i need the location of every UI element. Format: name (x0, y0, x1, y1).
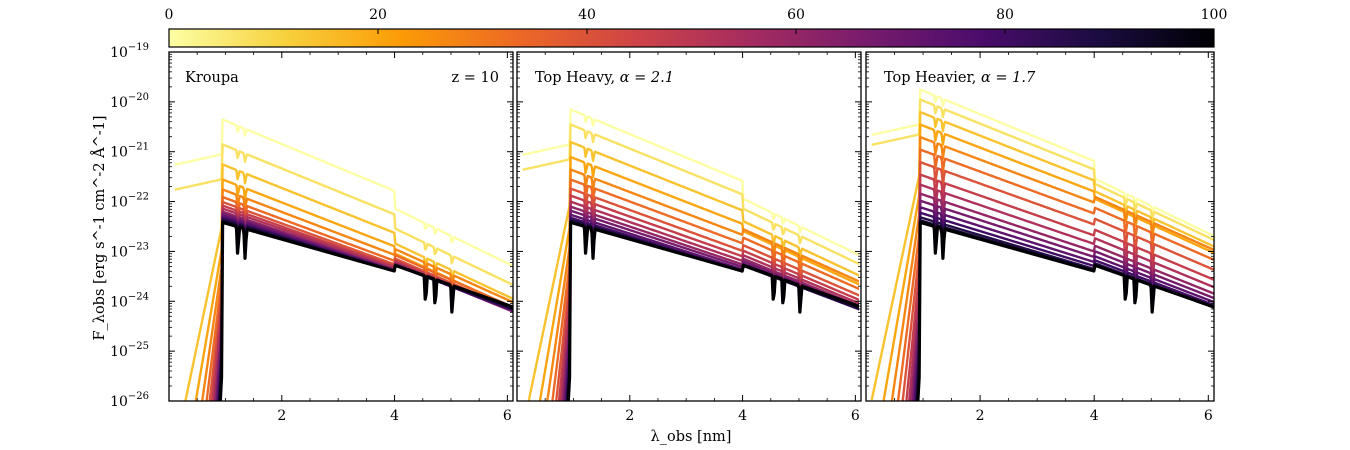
x-axis-label: λ_obs [nm] (651, 429, 732, 445)
series-line (527, 140, 859, 401)
series-line (561, 205, 859, 401)
y-tick-label: 10−25 (110, 341, 149, 360)
colorbar-tick-label: 60 (787, 7, 805, 23)
series-line (871, 88, 1214, 238)
series-line (215, 212, 513, 401)
x-tick-label: 6 (503, 408, 512, 424)
series-line (554, 187, 859, 401)
panel-title-kroupa: Kroupa (185, 70, 239, 86)
series-line (557, 194, 859, 401)
y-tick-label: 10−19 (110, 42, 149, 61)
x-tick-label: 4 (738, 408, 747, 424)
colorbar-ticks: 0 20 40 60 80 100 (165, 7, 1228, 34)
redshift-label: z = 10 (452, 70, 499, 86)
colorbar-tick-label: 40 (578, 7, 596, 23)
colorbar: 0 20 40 60 80 100 (165, 7, 1228, 48)
x-tick-label: 6 (1204, 408, 1213, 424)
series-line (212, 207, 513, 401)
colorbar-tick-label: 0 (165, 7, 174, 23)
panel-top-heavier: 2 4 6 (865, 51, 1215, 424)
y-tick-label: 10−21 (110, 142, 149, 161)
series-line (565, 218, 859, 401)
axes-frame (168, 51, 514, 402)
series-line (538, 155, 859, 401)
y-tick-label: 10−26 (110, 391, 149, 410)
series-line (522, 108, 859, 257)
colorbar-gradient (168, 28, 1215, 48)
x-tick-label: 4 (390, 408, 399, 424)
series-line (901, 160, 1214, 401)
x-tick-label: 4 (1090, 408, 1099, 424)
series-line (910, 192, 1214, 401)
axes-frame (865, 51, 1215, 402)
y-tick-labels: 10−19 10−20 10−21 10−22 10−23 10−24 10−25 10−26 (110, 42, 149, 410)
panel-title-top-heavy-alpha: α = 2.1 (620, 70, 674, 86)
series-line (870, 110, 1214, 401)
series-line (184, 163, 513, 401)
series-line (205, 195, 513, 401)
x-tick-label: 2 (625, 408, 634, 424)
y-tick-label: 10−23 (110, 241, 149, 260)
axes-frame (516, 51, 862, 402)
colorbar-tick-label: 80 (996, 7, 1014, 23)
series-group (174, 118, 513, 401)
series-group (522, 108, 859, 401)
series-group (870, 88, 1214, 401)
series-line (871, 98, 1214, 242)
panel-title-top-heavy-main: Top Heavy, (535, 70, 620, 86)
series-line (907, 183, 1214, 401)
panel-title-top-heavier-main: Top Heavier, (884, 70, 981, 86)
series-line (551, 178, 859, 401)
series-line (911, 199, 1214, 401)
series-line (218, 220, 513, 401)
panel-title-top-heavy: Top Heavy, α = 2.1 (535, 70, 674, 86)
series-line (208, 200, 513, 401)
panel-title-top-heavier: Top Heavier, α = 1.7 (884, 70, 1036, 86)
series-line (913, 206, 1214, 401)
colorbar-tick-label: 20 (369, 7, 387, 23)
series-line (522, 123, 859, 266)
series-line (546, 168, 859, 401)
panel-title-top-heavier-alpha: α = 1.7 (981, 70, 1036, 86)
series-line (882, 123, 1214, 401)
series-line (916, 220, 1214, 401)
y-tick-label: 10−22 (110, 192, 149, 211)
series-line (890, 135, 1214, 401)
y-tick-label: 10−24 (110, 291, 149, 310)
y-axis-label: F_λobs [erg s^-1 cm^-2 Å^-1] (90, 115, 108, 340)
x-tick-label: 6 (851, 408, 860, 424)
series-line (914, 211, 1214, 401)
panel-top-heavy: 2 4 6 (516, 51, 862, 424)
y-tick-label: 10−20 (110, 92, 149, 111)
x-tick-label: 2 (976, 408, 985, 424)
series-line (559, 200, 859, 401)
series-line (566, 220, 859, 401)
series-line (905, 173, 1214, 401)
panel-kroupa: 2 4 6 (168, 51, 514, 424)
colorbar-tick-label: 100 (1201, 7, 1228, 23)
series-line (896, 148, 1214, 401)
series-line (200, 188, 513, 401)
x-tick-label: 2 (277, 408, 286, 424)
series-line (174, 118, 513, 268)
series-line (174, 143, 513, 287)
